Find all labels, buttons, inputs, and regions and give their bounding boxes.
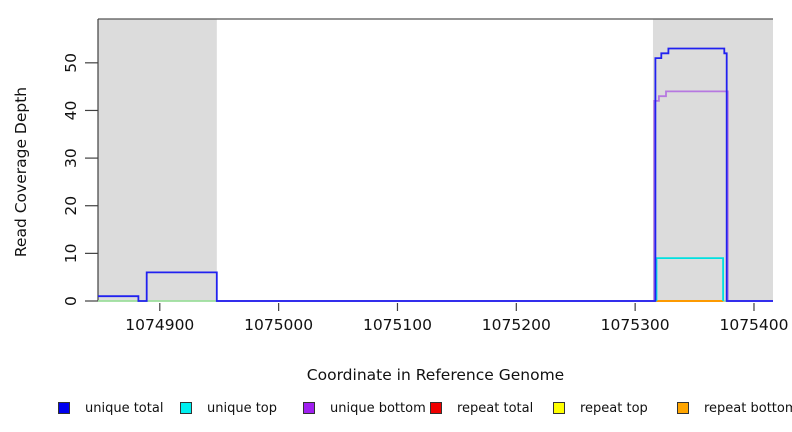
legend-item-unique-top: unique top [180,398,277,418]
repeat-bottom-swatch-icon [677,402,689,414]
y-tick-label: 40 [62,101,80,121]
legend-label: repeat bottom [704,400,792,416]
x-tick-label: 1075000 [244,316,313,334]
y-tick-label: 50 [62,53,80,73]
unique-total-swatch-icon [58,402,70,414]
x-tick-label: 1075300 [601,316,670,334]
x-tick-label: 1075200 [482,316,551,334]
masked-region [98,19,217,301]
x-tick-label: 1075400 [719,316,788,334]
legend-item-repeat-total: repeat total [430,398,533,418]
legend-label: repeat top [580,400,648,416]
series-unique-bottom [216,90,773,302]
repeat-top-swatch-icon [553,402,565,414]
legend-item-unique-bottom: unique bottom [303,398,426,418]
legend-label: unique bottom [330,400,426,416]
x-tick-label: 1075100 [363,316,432,334]
legend-item-unique-total: unique total [58,398,163,418]
series-unique-top [655,257,724,301]
legend-label: unique total [85,400,164,416]
legend-item-repeat-bottom: repeat bottom [677,398,792,418]
plot-legend: unique total unique top unique bottom re… [0,398,792,422]
legend-label: repeat total [457,400,534,416]
y-tick-label: 0 [62,296,80,306]
legend-label: unique top [207,400,278,416]
coverage-plot-canvas: 1074900 1075000 1075100 1075200 1075300 10754… [12,18,789,384]
y-axis-title: Read Coverage Depth [12,87,30,257]
x-tick-label: 1074900 [125,316,194,334]
unique-bottom-swatch-icon [303,402,315,414]
x-axis-title: Coordinate in Reference Genome [307,366,564,384]
legend-item-repeat-top: repeat top [553,398,648,418]
unique-top-swatch-icon [180,402,192,414]
masked-region [652,19,773,301]
repeat-total-swatch-icon [430,402,442,414]
y-tick-label: 20 [62,196,80,216]
y-tick-label: 30 [62,148,80,168]
series-unique-total [98,47,773,302]
y-tick-label: 10 [62,243,80,263]
